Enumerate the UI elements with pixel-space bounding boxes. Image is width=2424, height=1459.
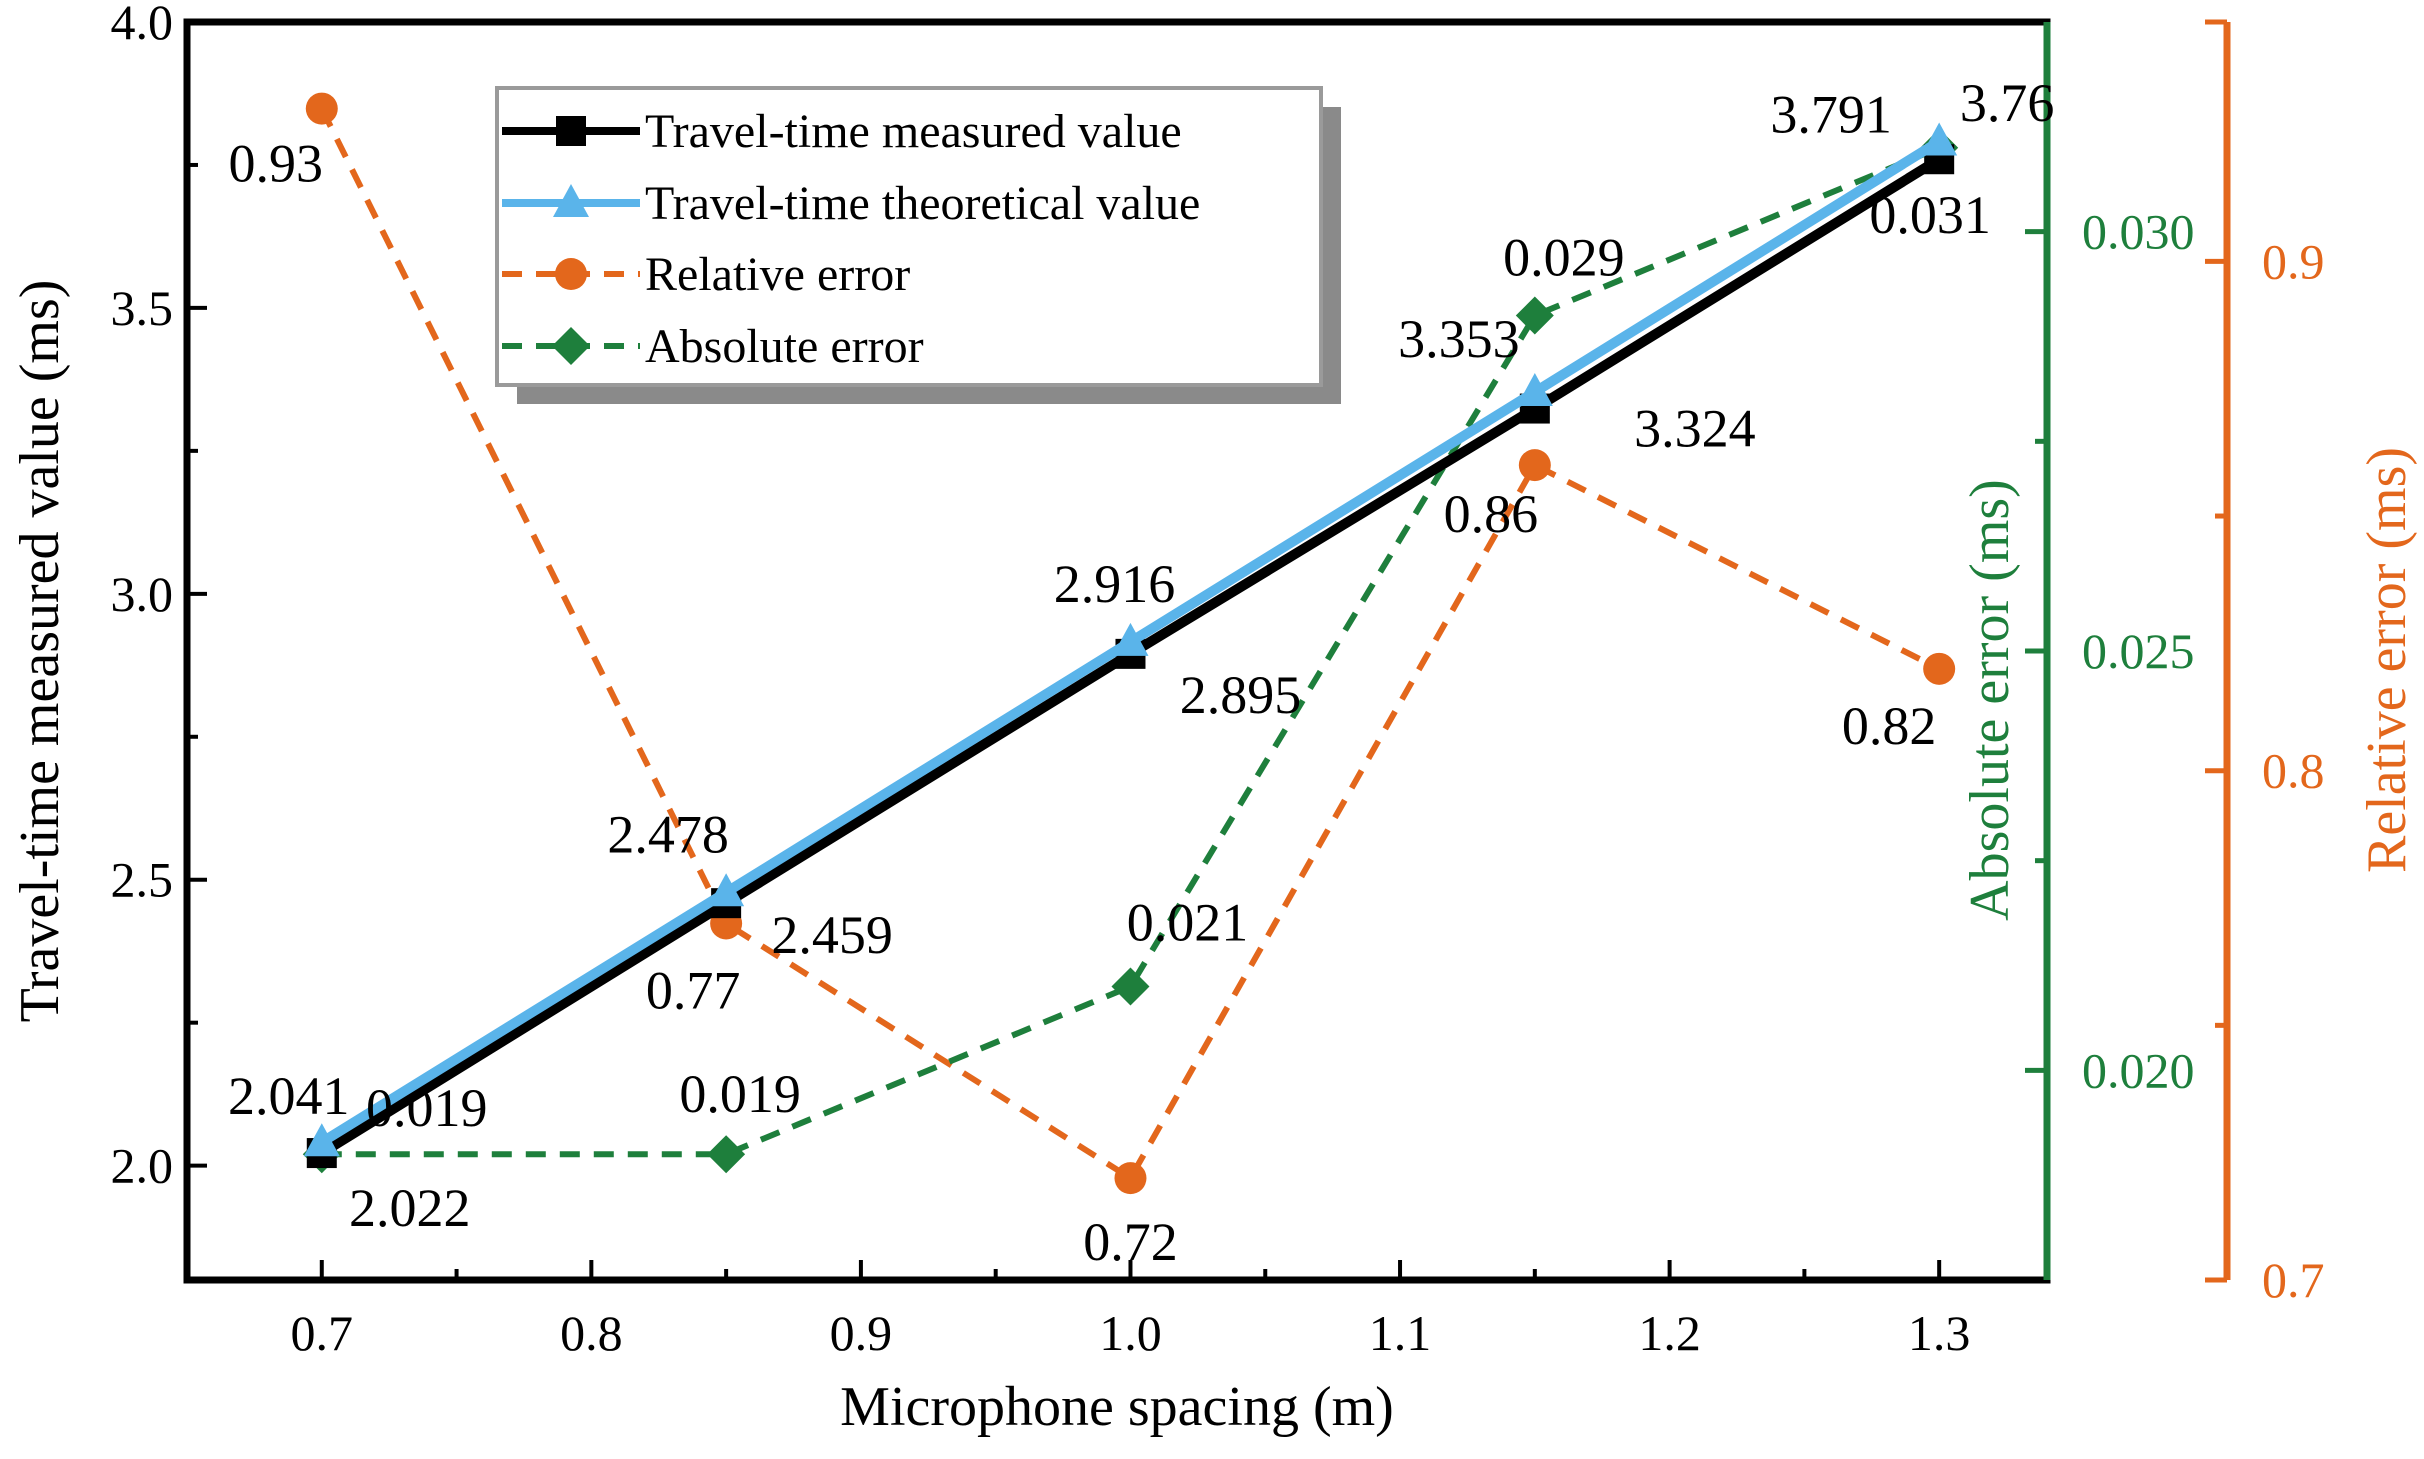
legend-entry-absolute: Absolute error: [502, 320, 924, 373]
x-tick-label: 1.2: [1638, 1305, 1701, 1361]
x-tick-label: 1.3: [1908, 1305, 1971, 1361]
y-tick-label: 3.0: [111, 566, 174, 622]
x-axis-title: Microphone spacing (m): [840, 1376, 1394, 1438]
data-label-measured: 2.459: [771, 905, 893, 965]
legend-label-relative: Relative error: [645, 248, 910, 301]
legend-label-absolute: Absolute error: [645, 320, 924, 373]
point-relative: [1114, 1162, 1147, 1195]
ticks: 0.7 0.8 0.9 1.0 1.1 1.2 1.3 2.0 2.5 3.0 3.5 4.0 0.02…: [111, 0, 2325, 1361]
y-axis-title: Travel-time measured value (ms): [9, 280, 71, 1023]
y-tick-label: 2.0: [111, 1138, 174, 1194]
series-line-absolute: [321, 145, 1941, 1158]
data-label-absolute: 0.019: [366, 1078, 488, 1138]
x-tick-label: 1.0: [1099, 1305, 1162, 1361]
y2-tick-label: 0.020: [2082, 1042, 2195, 1098]
x-tick-label: 0.7: [291, 1305, 354, 1361]
series-layer: [302, 92, 1959, 1195]
point-absolute: [1111, 967, 1150, 1006]
data-label-relative: 0.77: [646, 960, 741, 1020]
y3-tick-label: 0.7: [2262, 1252, 2325, 1308]
point-relative: [1923, 652, 1956, 685]
data-label-theoretical: 2.041: [228, 1066, 350, 1126]
legend-entry-theoretical: Travel-time theoretical value: [502, 177, 1200, 230]
point-theoretical: [1112, 622, 1149, 656]
data-label-measured: 2.022: [349, 1178, 471, 1238]
point-relative: [305, 92, 338, 125]
data-label-relative: 0.93: [229, 134, 324, 194]
data-labels: 2.022 2.459 2.895 3.324 2.041 2.478 2.916 3.353…: [228, 73, 2054, 1272]
point-theoretical: [303, 1123, 340, 1157]
y-tick-label: 4.0: [111, 0, 174, 50]
data-label-absolute: 0.029: [1503, 228, 1625, 288]
data-label-measured: 2.895: [1180, 665, 1302, 725]
legend: Travel-time measured value Travel-time t…: [495, 86, 1341, 404]
legend-box: [495, 86, 1323, 387]
data-label-measured-last: 3.76: [1960, 73, 2055, 133]
point-absolute: [707, 1135, 746, 1174]
legend-label-theoretical: Travel-time theoretical value: [645, 177, 1200, 230]
data-label-measured: 3.324: [1634, 399, 1756, 459]
data-label-theoretical: 3.353: [1398, 309, 1520, 369]
y2-tick-label: 0.030: [2082, 204, 2195, 260]
x-tick-label: 1.1: [1369, 1305, 1432, 1361]
data-label-absolute: 0.031: [1869, 185, 1991, 245]
data-label-theoretical: 2.916: [1054, 554, 1176, 614]
x-tick-label: 0.9: [830, 1305, 893, 1361]
series-line-relative: [319, 107, 1941, 1183]
data-label-relative: 0.86: [1444, 484, 1539, 544]
data-label-relative: 0.82: [1842, 696, 1937, 756]
y3-axis-title: Relative error (ms): [2356, 447, 2418, 873]
y-tick-label: 2.5: [111, 852, 174, 908]
legend-entry-measured: Travel-time measured value: [502, 105, 1182, 158]
point-absolute: [1515, 296, 1554, 335]
legend-entry-relative: Relative error: [502, 248, 910, 301]
y3-tick-label: 0.8: [2262, 743, 2325, 799]
y2-tick-label: 0.025: [2082, 623, 2195, 679]
data-label-theoretical: 2.478: [607, 804, 729, 864]
data-label-theoretical: 3.791: [1770, 85, 1892, 145]
y2-axis-title: Absolute error (ms): [1959, 479, 2021, 921]
point-theoretical: [1921, 122, 1958, 156]
point-theoretical: [1516, 372, 1553, 406]
y-tick-label: 3.5: [111, 280, 174, 336]
data-label-absolute: 0.019: [679, 1064, 801, 1124]
data-label-absolute: 0.021: [1127, 892, 1249, 952]
point-theoretical: [708, 873, 745, 907]
data-label-relative: 0.72: [1083, 1212, 1178, 1272]
legend-label-measured: Travel-time measured value: [645, 105, 1182, 158]
x-tick-label: 0.8: [560, 1305, 623, 1361]
point-relative: [1518, 449, 1551, 482]
y3-tick-label: 0.9: [2262, 233, 2325, 289]
